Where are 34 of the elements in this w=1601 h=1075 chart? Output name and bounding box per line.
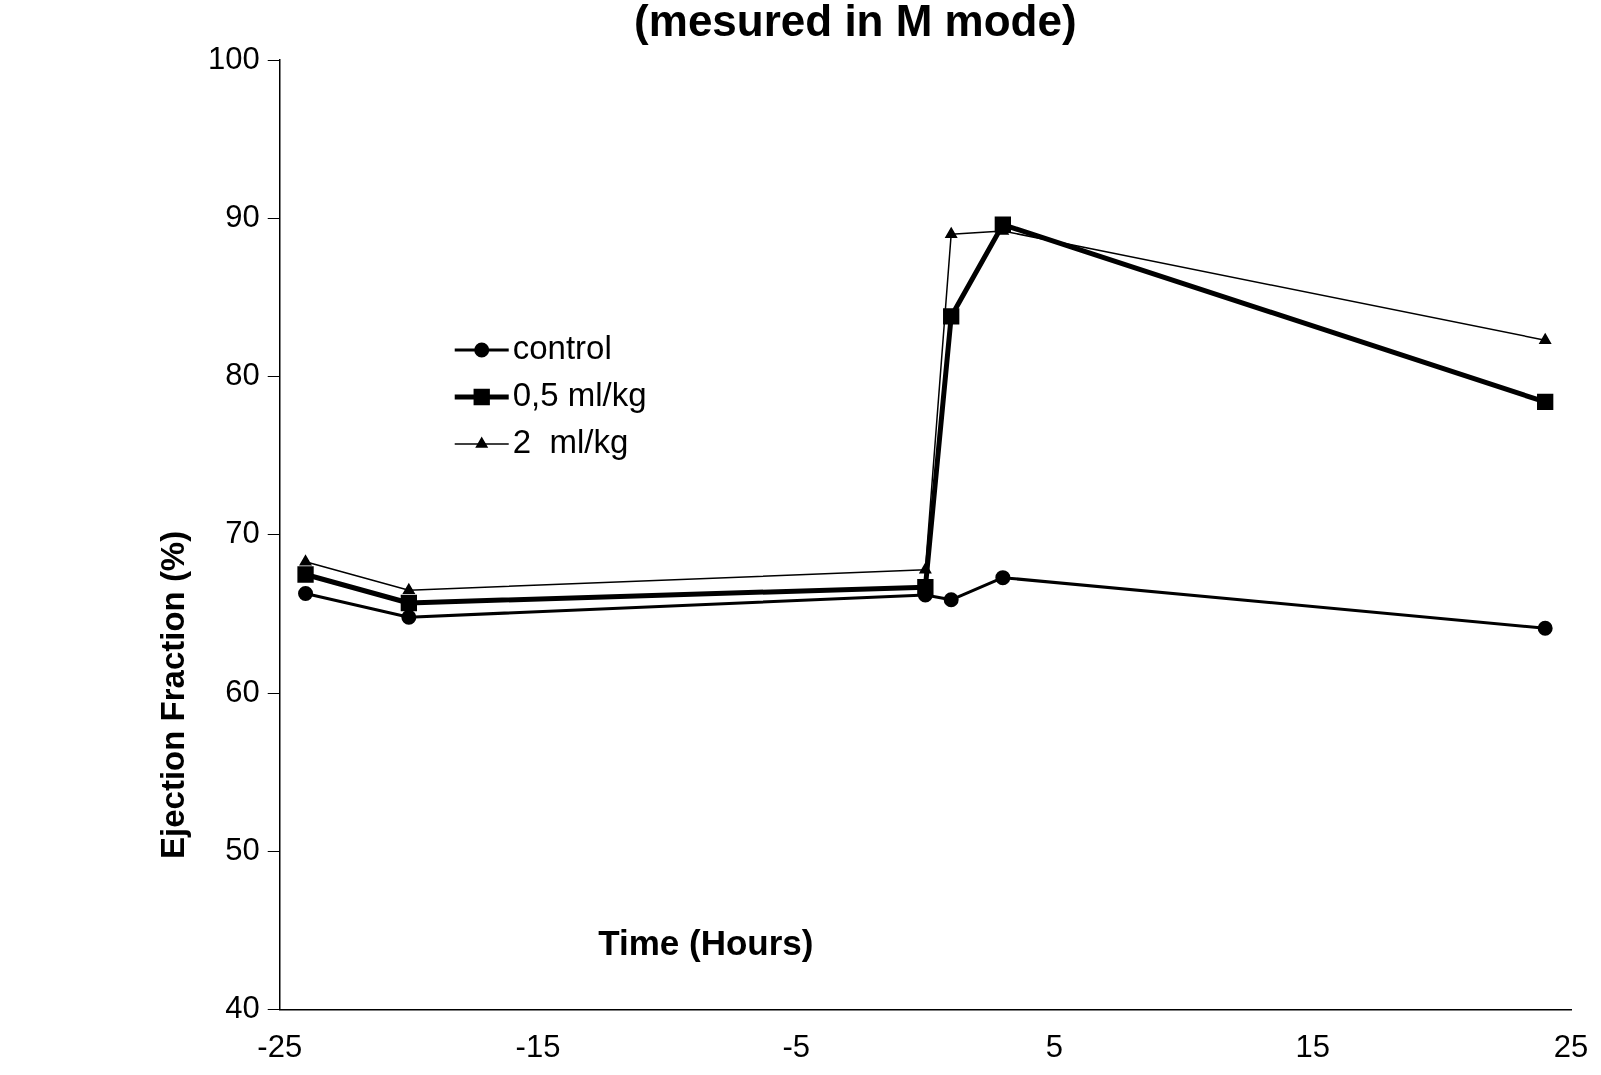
point — [943, 308, 960, 325]
point — [297, 566, 314, 583]
x-axis-title: Time (Hours) — [598, 923, 814, 963]
point — [400, 594, 418, 612]
point — [919, 562, 932, 574]
point — [402, 583, 415, 595]
x-tick-label: -25 — [257, 1028, 303, 1064]
legend-label: control — [512, 329, 612, 367]
y-tick-label: 90 — [225, 198, 260, 234]
point — [299, 555, 312, 566]
x-tick-label: 5 — [1045, 1028, 1064, 1064]
x-tick-label: -5 — [782, 1028, 811, 1064]
chart-title: (mesured in M mode) — [634, 0, 1077, 46]
point — [1539, 333, 1552, 344]
x-tick-label: 15 — [1295, 1028, 1330, 1064]
y-tick-label: 80 — [225, 357, 260, 393]
y-tick-label: 100 — [207, 40, 260, 76]
x-tick-label: -15 — [515, 1028, 561, 1064]
y-axis-title: Ejection Fraction (%) — [153, 530, 191, 859]
point — [917, 578, 934, 596]
point — [1537, 393, 1554, 411]
x-tick-label: 25 — [1553, 1028, 1589, 1064]
y-tick-label: 40 — [225, 990, 260, 1026]
legend-label: 0,5 ml/kg — [512, 376, 647, 414]
y-tick-label: 70 — [225, 515, 260, 551]
y-tick-label: 60 — [225, 673, 260, 709]
point — [401, 609, 417, 625]
point — [995, 570, 1011, 586]
point — [1537, 620, 1553, 636]
point — [298, 585, 314, 601]
y-tick-label: 50 — [225, 832, 260, 868]
legend-label: 2 ml/kg — [512, 423, 629, 461]
point — [943, 592, 959, 608]
point — [945, 227, 958, 238]
